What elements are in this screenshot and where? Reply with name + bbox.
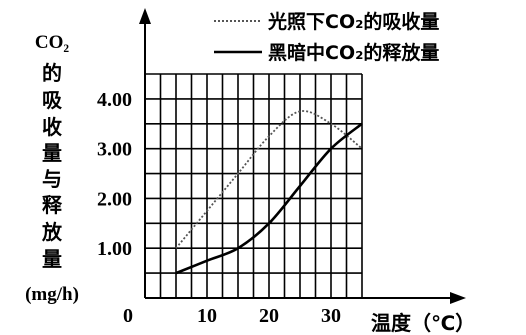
x-axis-arrowhead [450, 292, 466, 304]
y-axis-arrowhead [139, 8, 151, 24]
legend-label-dark: 黑暗中CO₂的释放量 [268, 41, 439, 64]
y-tick-label: 1.00 [97, 238, 132, 260]
grid-lines [145, 74, 362, 298]
y-axis-title-line: (mg/h) [25, 284, 79, 305]
x-tick-label: 10 [197, 305, 217, 327]
tick-labels: 10 20 30 1.00 2.00 3.00 4.00 [97, 89, 341, 327]
x-axis-title: 温度（℃） [371, 311, 475, 335]
y-axis-title-line: 放 [41, 220, 63, 244]
y-axis-title-line: 量 [42, 141, 62, 165]
y-axis-title-line: 收 [42, 115, 62, 139]
y-tick-label: 2.00 [97, 188, 132, 210]
legend-label-light: 光照下CO₂的吸收量 [267, 10, 439, 33]
y-axis-title-line: 的 [42, 61, 62, 85]
x-tick-label: 20 [259, 305, 279, 327]
y-tick-label: 3.00 [97, 139, 132, 161]
y-tick-label: 4.00 [97, 89, 132, 111]
y-axis-title-line: CO₂ [35, 32, 70, 53]
x-tick-label: 30 [321, 305, 341, 327]
legend: 光照下CO₂的吸收量 黑暗中CO₂的释放量 [214, 10, 439, 64]
y-axis-title-line: 释 [42, 193, 63, 217]
y-axis-title-line: 吸 [42, 88, 63, 112]
origin-label: 0 [123, 305, 133, 327]
y-axis-title-line: 与 [42, 167, 62, 191]
y-axis-title-line: 量 [42, 247, 62, 271]
